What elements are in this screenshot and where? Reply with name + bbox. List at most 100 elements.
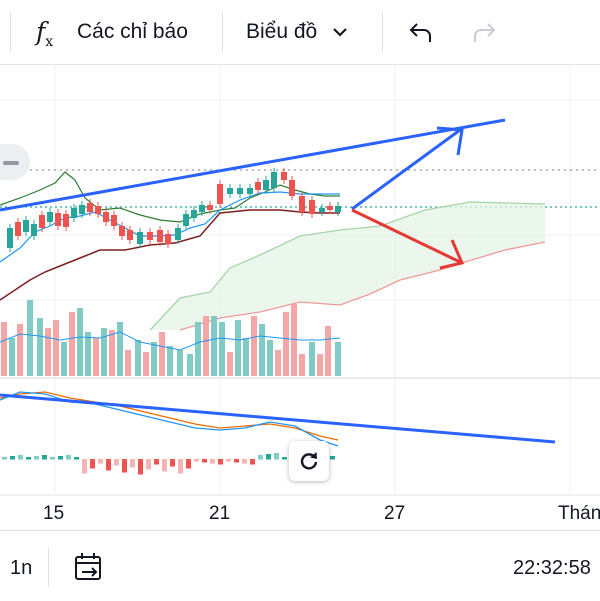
macd-histogram-bar	[82, 459, 87, 474]
volume-bar	[101, 328, 107, 376]
volume-bar	[335, 342, 341, 376]
candle	[319, 208, 325, 212]
volume-bar	[109, 330, 115, 376]
interval-button[interactable]: 1n	[10, 557, 33, 579]
macd-histogram-bar	[226, 459, 231, 462]
macd-histogram-bar	[90, 459, 95, 469]
volume-bar	[235, 320, 241, 376]
macd-histogram-bar	[18, 455, 23, 460]
volume-bar	[9, 338, 15, 376]
candle	[23, 220, 29, 232]
candle	[237, 188, 243, 194]
macd-line	[0, 391, 339, 447]
volume-bar	[211, 316, 217, 376]
macd-histogram-bar	[98, 459, 103, 464]
volume-ma	[0, 331, 341, 351]
arrow-down-shaft	[351, 208, 461, 264]
leading-span-b	[179, 241, 546, 331]
candle	[119, 226, 125, 236]
volume-bar	[53, 320, 59, 376]
candle	[165, 234, 171, 244]
volume-bar	[203, 316, 209, 376]
volume-bar	[195, 322, 201, 376]
macd-histogram-bar	[266, 454, 271, 460]
macd-histogram-bar	[58, 456, 63, 460]
volume-bar	[251, 316, 257, 376]
macd-histogram-bar	[138, 459, 143, 475]
indicators-button[interactable]: Các chỉ báo	[77, 0, 188, 64]
candle	[47, 212, 53, 222]
volume-bar	[77, 308, 83, 376]
x-axis-label: 21	[209, 503, 231, 524]
candle	[15, 222, 21, 236]
candle	[127, 230, 133, 240]
volume-bar	[299, 354, 305, 376]
macd-histogram-bar	[194, 459, 199, 462]
candle	[309, 200, 315, 214]
macd-histogram-bar	[186, 459, 191, 469]
clock-time: 22:32:58	[513, 557, 591, 579]
reset-chart-button[interactable]	[289, 441, 329, 481]
toolbar-divider	[382, 12, 383, 52]
macd-histogram-bar	[202, 459, 207, 463]
candle	[227, 188, 233, 194]
volume-bar	[125, 350, 131, 376]
macd-histogram-bar	[250, 459, 255, 465]
volume-bar	[243, 338, 249, 376]
macd-histogram-bar	[282, 457, 287, 460]
volume-bar	[143, 352, 149, 376]
indicators-label: Các chỉ báo	[77, 20, 188, 43]
volume-bar	[37, 318, 43, 376]
top-toolbar: fx Các chỉ báo Biểu đồ	[0, 0, 600, 65]
candle	[79, 205, 85, 214]
redo-icon[interactable]	[470, 18, 498, 46]
macd-histogram-bar	[218, 459, 223, 465]
candle	[271, 172, 277, 188]
macd-histogram-bar	[330, 456, 335, 460]
candle	[199, 205, 205, 212]
macd-histogram-bar	[26, 457, 31, 460]
volume-bar	[151, 342, 157, 376]
calendar-goto-icon[interactable]	[72, 551, 106, 585]
chart-canvas[interactable]	[0, 64, 600, 530]
candle	[137, 232, 143, 244]
macd-histogram-bar	[242, 459, 247, 464]
candle	[263, 180, 269, 190]
candle	[39, 215, 45, 228]
volume-bar	[187, 354, 193, 376]
chart-type-button[interactable]: Biểu đồ	[246, 0, 349, 64]
macd-histogram-bar	[162, 459, 167, 472]
undo-icon[interactable]	[407, 18, 435, 46]
trendline-upper	[0, 118, 506, 212]
macd-histogram-bar	[122, 459, 127, 473]
volume-bar	[167, 346, 173, 376]
candle	[103, 212, 109, 222]
chart-type-label: Biểu đồ	[246, 20, 318, 43]
macd-histogram-bar	[106, 459, 111, 471]
candle	[327, 206, 333, 210]
chart-area[interactable]	[0, 64, 600, 530]
candle	[299, 196, 305, 212]
fx-icon[interactable]: fx	[36, 17, 54, 50]
candle	[183, 214, 189, 226]
volume-bar	[117, 322, 123, 376]
candle	[255, 182, 261, 190]
macd-histogram-bar	[114, 459, 119, 466]
macd-histogram-bar	[2, 457, 7, 460]
candle	[217, 184, 223, 204]
volume-bar	[159, 332, 165, 376]
macd-histogram-bar	[66, 455, 71, 460]
volume-bar	[259, 324, 265, 376]
collapse-panel-button[interactable]	[0, 144, 30, 180]
volume-bar	[85, 332, 91, 376]
macd-histogram-bar	[74, 457, 79, 460]
macd-histogram-bar	[258, 455, 263, 460]
candle	[63, 214, 69, 227]
macd-histogram-bar	[146, 459, 151, 470]
macd-histogram-bar	[234, 459, 239, 463]
toolbar-divider	[48, 547, 49, 587]
volume-bar	[219, 322, 225, 376]
toolbar-divider	[222, 12, 223, 52]
macd-histogram-bar	[42, 455, 47, 460]
reset-icon	[300, 452, 318, 470]
